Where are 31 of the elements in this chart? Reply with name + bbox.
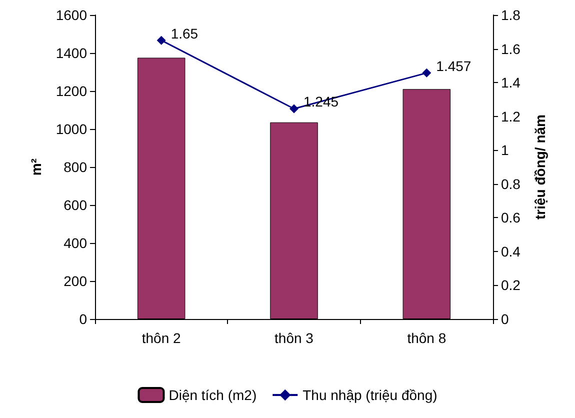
y-tick-label: 1200 — [56, 83, 88, 99]
y-axis-title: m² — [28, 158, 44, 176]
y2-axis-title: triệu đồng/ năm — [532, 114, 548, 220]
x-tick-label: thôn 3 — [274, 330, 314, 346]
data-label: 1.457 — [436, 58, 472, 74]
y2-tick-label: 0.4 — [501, 243, 521, 260]
y-tick-label: 800 — [64, 159, 88, 175]
y2-tick-label: 0.8 — [501, 176, 521, 192]
y2-tick-label: 1 — [501, 142, 509, 158]
legend-label: Thu nhập (triệu đồng) — [302, 387, 438, 403]
y2-tick-label: 1.6 — [501, 40, 521, 57]
y2-tick-label: 0 — [501, 311, 509, 327]
y-tick-label: 600 — [64, 197, 88, 213]
y2-tick-label: 1.2 — [501, 108, 521, 124]
data-label: 1.65 — [170, 25, 198, 42]
x-tick-label: thôn 2 — [142, 330, 181, 346]
y-tick-label: 200 — [64, 273, 88, 289]
y-tick-label: 0 — [79, 311, 88, 327]
point — [156, 36, 166, 45]
y-tick-label: 1000 — [56, 121, 88, 137]
x-tick-label: thôn 8 — [407, 330, 446, 346]
point — [290, 104, 298, 114]
point — [422, 68, 432, 78]
y2-tick-label: 0.2 — [501, 277, 521, 294]
y2-tick-label: 0.6 — [501, 210, 521, 226]
y-tick-label: 400 — [64, 235, 88, 251]
y-tick-label: 1400 — [56, 45, 88, 61]
y2-tick-label: 1.4 — [501, 74, 521, 91]
y-tick-label: 1600 — [56, 7, 88, 23]
y2-tick-label: 1.8 — [501, 7, 521, 23]
legend-label: Diện tích (m2) — [168, 387, 257, 403]
